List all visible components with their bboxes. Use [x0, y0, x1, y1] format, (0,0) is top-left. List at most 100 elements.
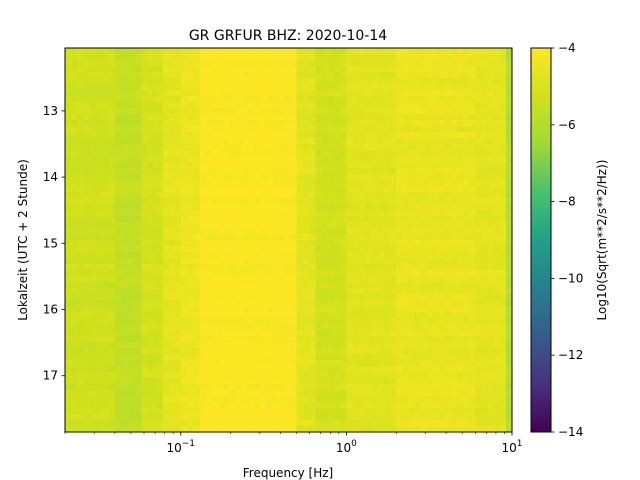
heatmap-cell — [432, 258, 440, 265]
heatmap-cell — [346, 348, 354, 355]
y-tick-label: 15 — [43, 236, 58, 250]
heatmap-cell — [358, 66, 366, 73]
heatmap-cell — [309, 198, 316, 205]
heatmap-cell — [199, 300, 207, 307]
heatmap-cell — [390, 426, 397, 432]
heatmap-cell — [174, 294, 182, 301]
heatmap-cell — [108, 78, 116, 85]
heatmap-cell — [469, 336, 476, 343]
heatmap-cell — [420, 102, 428, 109]
heatmap-cell — [114, 210, 123, 217]
heatmap-cell — [108, 396, 116, 403]
heatmap-cell — [96, 96, 103, 103]
heatmap-cell — [121, 204, 129, 211]
heatmap-cell — [266, 330, 273, 337]
heatmap-cell — [141, 126, 148, 133]
colorbar-tick-label: −14 — [558, 425, 583, 439]
heatmap-cell — [272, 186, 279, 193]
heatmap-cell — [327, 312, 335, 319]
heatmap-cell — [358, 420, 366, 427]
heatmap-cell — [302, 144, 310, 151]
heatmap-cell — [162, 324, 170, 331]
heatmap-cell — [180, 138, 188, 145]
heatmap-cell — [493, 426, 501, 432]
heatmap-cell — [187, 114, 194, 121]
heatmap-cell — [396, 402, 403, 409]
heatmap-cell — [102, 426, 110, 432]
heatmap-cell — [168, 66, 176, 73]
heatmap-cell — [333, 90, 341, 97]
heatmap-cell — [383, 204, 391, 211]
heatmap-cell — [205, 390, 213, 397]
heatmap-cell — [420, 168, 428, 175]
heatmap-cell — [420, 360, 428, 367]
heatmap-cell — [193, 150, 201, 157]
heatmap-cell — [162, 126, 170, 133]
heatmap-cell — [302, 66, 310, 73]
heatmap-cell — [254, 228, 261, 235]
heatmap-cell — [396, 324, 403, 331]
heatmap-cell — [390, 276, 397, 283]
heatmap-cell — [102, 84, 110, 91]
heatmap-cell — [302, 180, 310, 187]
heatmap-cell — [309, 318, 316, 325]
heatmap-cell — [420, 384, 428, 391]
heatmap-cell — [229, 264, 237, 271]
heatmap-cell — [321, 126, 329, 133]
heatmap-cell — [248, 234, 255, 241]
heatmap-cell — [475, 372, 483, 379]
heatmap-cell — [211, 120, 219, 127]
heatmap-cell — [235, 354, 243, 361]
heatmap-cell — [187, 330, 194, 337]
heatmap-cell — [358, 246, 366, 253]
heatmap-cell — [450, 216, 458, 223]
heatmap-cell — [352, 78, 360, 85]
heatmap-cell — [469, 66, 476, 73]
heatmap-cell — [266, 306, 273, 313]
heatmap-cell — [358, 342, 366, 349]
heatmap-cell — [278, 204, 286, 211]
heatmap-cell — [296, 210, 304, 217]
heatmap-cell — [187, 150, 194, 157]
heatmap-cell — [315, 414, 323, 421]
heatmap-cell — [371, 174, 379, 181]
heatmap-cell — [71, 54, 79, 61]
heatmap-cell — [463, 276, 470, 283]
heatmap-cell — [499, 240, 507, 247]
heatmap-cell — [290, 258, 298, 265]
heatmap-cell — [371, 354, 379, 361]
heatmap-cell — [77, 336, 85, 343]
heatmap-cell — [302, 414, 310, 421]
heatmap-cell — [444, 180, 452, 187]
heatmap-cell — [402, 54, 409, 61]
heatmap-cell — [121, 120, 129, 127]
heatmap-cell — [168, 276, 176, 283]
heatmap-cell — [352, 414, 360, 421]
heatmap-cell — [229, 54, 237, 61]
heatmap-cell — [371, 372, 379, 379]
heatmap-cell — [242, 408, 249, 415]
heatmap-cell — [487, 330, 495, 337]
heatmap-cell — [278, 426, 286, 432]
heatmap-cell — [390, 312, 397, 319]
heatmap-cell — [96, 162, 103, 169]
heatmap-cell — [377, 90, 385, 97]
heatmap-cell — [211, 414, 219, 421]
heatmap-cell — [346, 114, 354, 121]
heatmap-cell — [390, 390, 397, 397]
heatmap-cell — [487, 102, 495, 109]
heatmap-cell — [168, 426, 176, 432]
heatmap-cell — [371, 114, 379, 121]
heatmap-cell — [235, 282, 243, 289]
heatmap-cell — [315, 72, 323, 79]
heatmap-cell — [383, 336, 391, 343]
heatmap-cell — [205, 312, 213, 319]
heatmap-cell — [248, 270, 255, 277]
heatmap-cell — [506, 96, 512, 103]
heatmap-cell — [315, 138, 323, 145]
heatmap-cell — [83, 408, 91, 415]
heatmap-cell — [157, 90, 164, 97]
y-tick-label: 17 — [43, 369, 58, 383]
heatmap-cell — [469, 156, 476, 163]
heatmap-cell — [199, 198, 207, 205]
